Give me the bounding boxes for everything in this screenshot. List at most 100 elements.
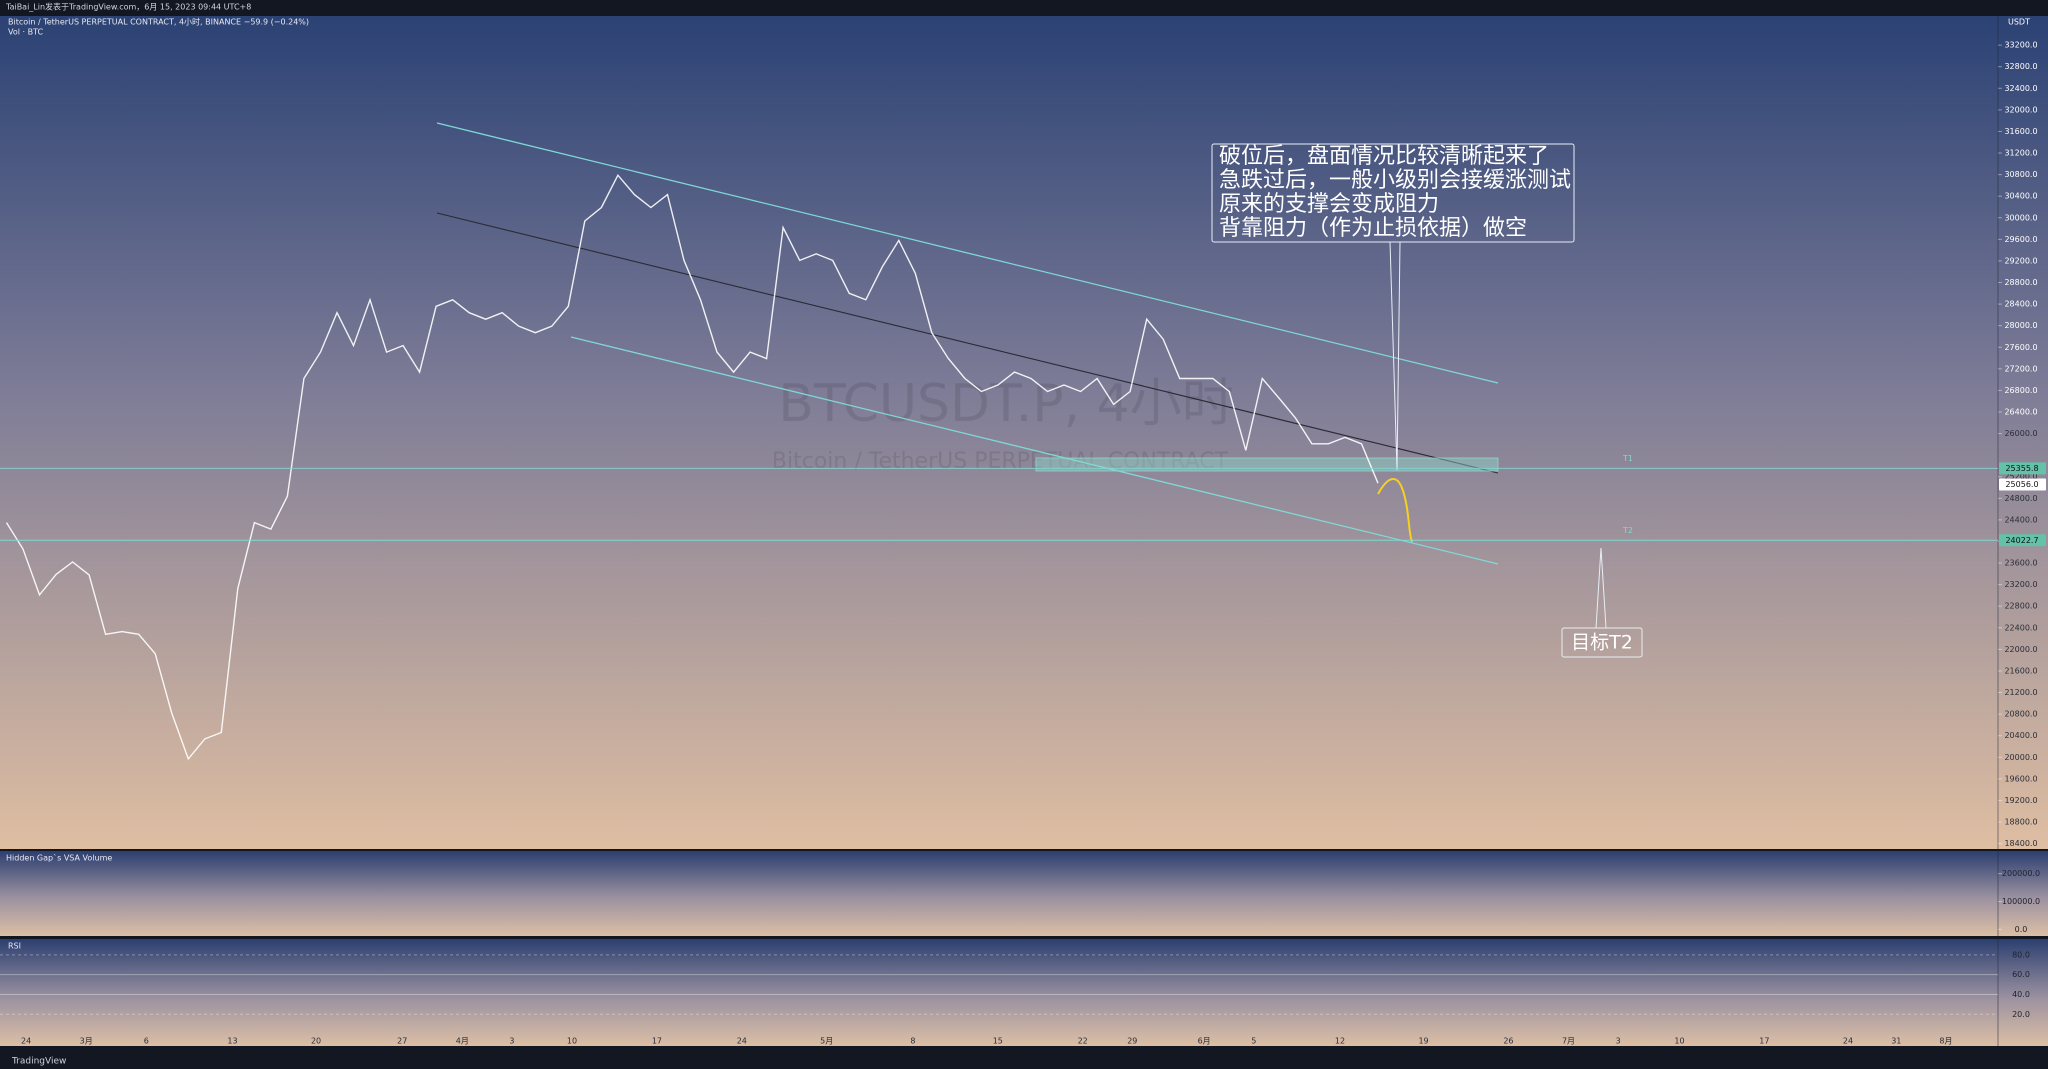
projection-path xyxy=(1377,478,1413,543)
y-tick-label: 30400.0 xyxy=(2004,192,2037,201)
x-tick-label: 6 xyxy=(144,1037,149,1046)
y-tick-label: 28000.0 xyxy=(2004,321,2037,330)
y-tick-label: 32000.0 xyxy=(2004,105,2037,114)
x-tick-label: 10 xyxy=(1674,1037,1684,1046)
price-label: 24022.7 xyxy=(2005,536,2038,545)
target-pointer xyxy=(1595,547,1607,629)
y-tick-label: 18800.0 xyxy=(2004,818,2037,827)
x-tick-label: 5月 xyxy=(820,1037,833,1046)
rsi-title: RSI xyxy=(8,942,21,951)
annotation-line: 背靠阻力（作为止损依据）做空 xyxy=(1219,216,1527,241)
y-tick-label: 30800.0 xyxy=(2004,170,2037,179)
x-tick-label: 3月 xyxy=(80,1037,93,1046)
y-tick-label: 28800.0 xyxy=(2004,278,2037,287)
y-tick-label: 21600.0 xyxy=(2004,666,2037,675)
x-tick-label: 13 xyxy=(227,1037,237,1046)
y-tick-label: 23600.0 xyxy=(2004,559,2037,568)
channel-lower xyxy=(570,336,1499,565)
x-tick-label: 17 xyxy=(652,1037,662,1046)
y-tick-label: 27600.0 xyxy=(2004,343,2037,352)
x-tick-label: 24 xyxy=(21,1037,31,1046)
annotation-line: 破位后，盘面情况比较清晰起来了 xyxy=(1219,144,1549,169)
footer-bar xyxy=(0,1053,2048,1069)
y-tick-label: 26400.0 xyxy=(2004,407,2037,416)
level-label: T2 xyxy=(1622,526,1633,535)
y-tick-label: 19600.0 xyxy=(2004,774,2037,783)
y-tick-label: 100000.0 xyxy=(2002,897,2040,906)
x-tick-label: 17 xyxy=(1759,1037,1769,1046)
target-label: 目标T2 xyxy=(1571,632,1633,654)
x-tick-label: 3 xyxy=(1616,1037,1621,1046)
y-tick-label: 32400.0 xyxy=(2004,84,2037,93)
x-tick-label: 29 xyxy=(1127,1037,1137,1046)
y-tick-label: 24800.0 xyxy=(2004,494,2037,503)
y-tick-label: 21200.0 xyxy=(2004,688,2037,697)
vol-legend: Vol · BTC xyxy=(8,28,44,37)
level-label: T1 xyxy=(1622,454,1633,463)
y-tick-label: 26000.0 xyxy=(2004,429,2037,438)
x-tick-label: 27 xyxy=(397,1037,407,1046)
x-tick-label: 5 xyxy=(1251,1037,1256,1046)
y-tick-label: 27200.0 xyxy=(2004,364,2037,373)
price-label-bg xyxy=(1999,462,2046,475)
x-tick-label: 12 xyxy=(1335,1037,1345,1046)
x-tick-label: 4月 xyxy=(456,1037,469,1046)
y-tick-label: 28400.0 xyxy=(2004,300,2037,309)
annotation-pointer xyxy=(1389,241,1401,471)
x-tick-label: 15 xyxy=(993,1037,1003,1046)
watermark-ticker: BTCUSDT.P, 4小时 xyxy=(778,374,1233,434)
y-tick-label: 29200.0 xyxy=(2004,256,2037,265)
y-tick-label: 20000.0 xyxy=(2004,753,2037,762)
x-tick-label: 7月 xyxy=(1562,1037,1575,1046)
price-label-bg xyxy=(1999,534,2046,547)
main-pane xyxy=(0,16,2048,849)
x-tick-label: 22 xyxy=(1078,1037,1088,1046)
y-tick-label: 23200.0 xyxy=(2004,580,2037,589)
x-tick-label: 3 xyxy=(509,1037,514,1046)
annotation-line: 原来的支撑会变成阻力 xyxy=(1219,192,1439,217)
y-tick-label: 60.0 xyxy=(2012,970,2030,979)
y-tick-label: 80.0 xyxy=(2012,950,2030,959)
symbol-legend: Bitcoin / TetherUS PERPETUAL CONTRACT, 4… xyxy=(8,17,309,27)
footer-logo: TradingView xyxy=(11,1057,66,1067)
y-tick-label: 31600.0 xyxy=(2004,127,2037,136)
vsa-pane xyxy=(0,851,2048,936)
y-tick-label: 0.0 xyxy=(2015,925,2028,934)
publisher: TaiBai_Lin发表于TradingView.com，6月 15, 2023… xyxy=(5,2,251,12)
y-tick-label: 22000.0 xyxy=(2004,645,2037,654)
y-tick-label: 25200.0 xyxy=(2004,472,2037,481)
x-tick-label: 19 xyxy=(1418,1037,1428,1046)
x-tick-label: 8 xyxy=(910,1037,915,1046)
x-tick-label: 6月 xyxy=(1198,1037,1211,1046)
resistance-zone xyxy=(1035,457,1499,472)
target-box xyxy=(1561,627,1643,658)
y-tick-label: 32800.0 xyxy=(2004,62,2037,71)
y-tick-label: 33200.0 xyxy=(2004,41,2037,50)
watermark-name: Bitcoin / TetherUS PERPETUAL CONTRACT xyxy=(772,449,1229,474)
channel-middle xyxy=(436,212,1499,474)
x-tick-label: 31 xyxy=(1891,1037,1901,1046)
y-tick-label: 40.0 xyxy=(2012,990,2030,999)
y-tick-label: 22400.0 xyxy=(2004,623,2037,632)
y-tick-label: 200000.0 xyxy=(2002,869,2040,878)
y-tick-label: 29600.0 xyxy=(2004,235,2037,244)
y-tick-label: 20.0 xyxy=(2012,1010,2030,1019)
y-tick-label: 18400.0 xyxy=(2004,839,2037,848)
x-tick-label: 10 xyxy=(567,1037,577,1046)
y-tick-label: 19200.0 xyxy=(2004,796,2037,805)
axis-unit: USDT xyxy=(2008,18,2030,27)
y-tick-label: 20800.0 xyxy=(2004,710,2037,719)
price-label: 25056.0 xyxy=(2005,480,2038,489)
y-tick-label: 31200.0 xyxy=(2004,149,2037,158)
y-tick-label: 24400.0 xyxy=(2004,515,2037,524)
x-tick-label: 24 xyxy=(1843,1037,1853,1046)
x-tick-label: 26 xyxy=(1503,1037,1513,1046)
y-tick-label: 26800.0 xyxy=(2004,386,2037,395)
x-tick-label: 8月 xyxy=(1939,1037,1952,1046)
price-line xyxy=(5,173,1379,761)
annotation-line: 急跌过后，一般小级别会接缓涨测试 xyxy=(1219,168,1571,193)
rsi-pane xyxy=(0,939,2048,1046)
x-tick-label: 20 xyxy=(311,1037,321,1046)
